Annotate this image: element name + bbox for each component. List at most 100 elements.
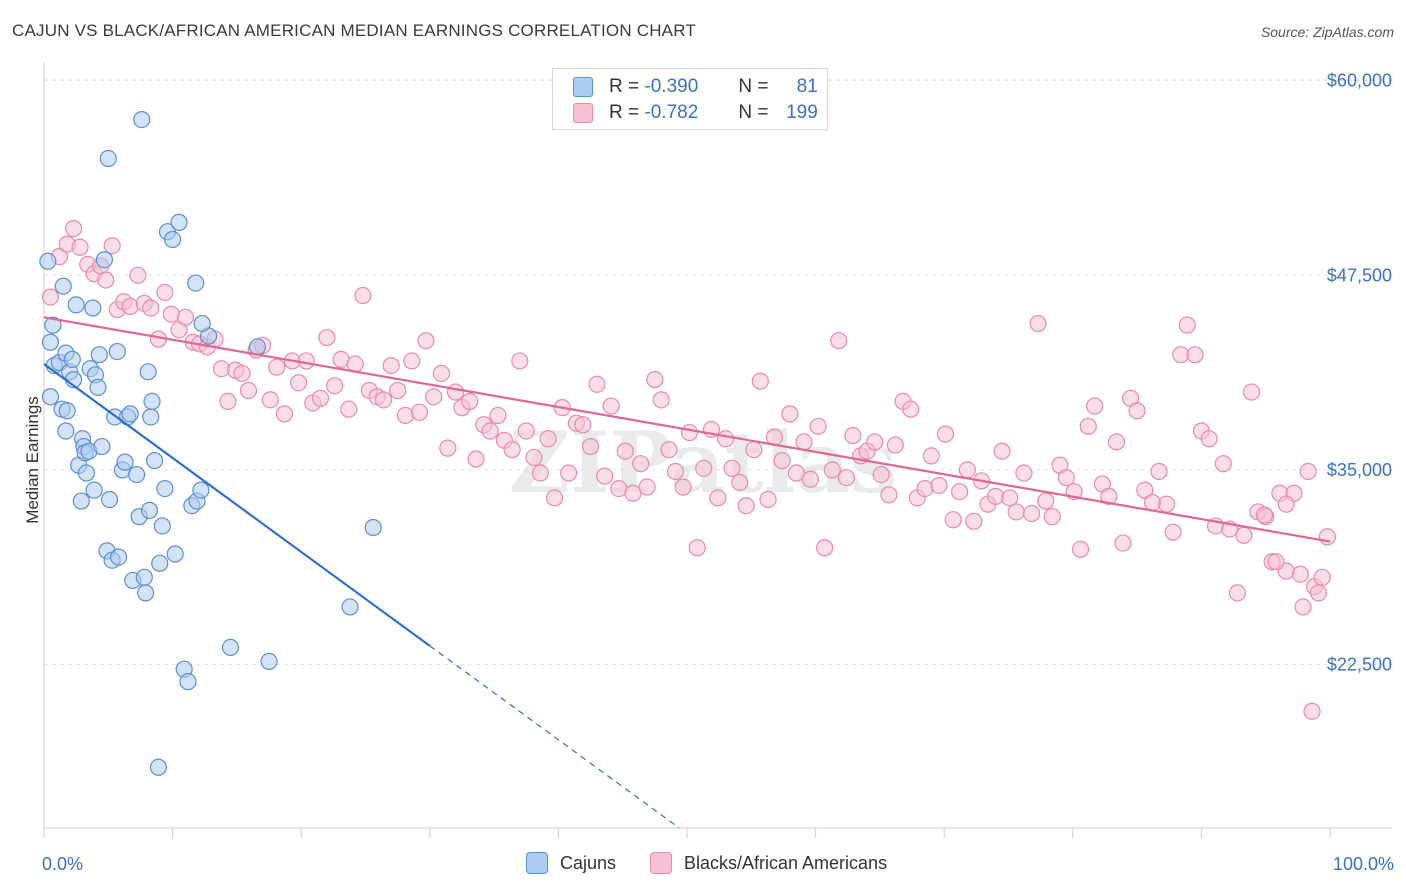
black-point bbox=[129, 266, 147, 284]
black-point bbox=[688, 539, 706, 557]
r-value: -0.390 bbox=[644, 76, 699, 97]
cajun-point bbox=[77, 464, 96, 482]
black-point bbox=[311, 389, 330, 407]
cajun-point bbox=[192, 481, 210, 499]
black-point bbox=[425, 388, 443, 406]
black-point bbox=[1313, 568, 1331, 586]
black-point bbox=[1228, 584, 1247, 602]
cajun-point bbox=[193, 314, 211, 333]
black-point bbox=[1100, 487, 1118, 505]
black-point bbox=[261, 391, 279, 409]
black-point bbox=[781, 405, 799, 423]
cajuns-swatch bbox=[526, 852, 548, 874]
black-point bbox=[461, 392, 479, 411]
cajun-point bbox=[140, 501, 159, 519]
black-point bbox=[1114, 534, 1132, 552]
black-point bbox=[1071, 540, 1090, 558]
black-point bbox=[539, 430, 557, 448]
black-point bbox=[1255, 506, 1274, 524]
black-point bbox=[737, 497, 755, 515]
cajun-point bbox=[72, 492, 90, 510]
black-point bbox=[581, 437, 600, 456]
black-point bbox=[1267, 553, 1285, 571]
black-point bbox=[340, 400, 358, 418]
black-point bbox=[97, 271, 115, 289]
legend-label-black: Blacks/African Americans bbox=[684, 852, 888, 873]
black-point bbox=[574, 416, 592, 434]
black-point bbox=[624, 484, 642, 502]
black-point bbox=[674, 478, 692, 496]
black-point bbox=[809, 417, 827, 435]
cajun-trend-extension bbox=[429, 645, 680, 829]
y-axis-title: Median Earnings bbox=[23, 396, 42, 524]
black-point bbox=[103, 237, 121, 255]
black-point bbox=[275, 405, 294, 423]
black-point bbox=[290, 374, 308, 392]
black-point bbox=[1291, 565, 1310, 583]
black-point bbox=[326, 377, 344, 395]
x-tick-label-max: 100.0% bbox=[1333, 854, 1394, 874]
black-point bbox=[1086, 397, 1104, 415]
black-point bbox=[1235, 526, 1253, 544]
y-tick-label: $22,500 bbox=[1327, 655, 1392, 675]
cajun-point bbox=[41, 388, 60, 406]
black-point bbox=[382, 356, 400, 375]
black-point bbox=[446, 383, 465, 401]
cajun-point bbox=[133, 111, 151, 129]
black-point bbox=[773, 451, 791, 470]
cajun-point bbox=[136, 584, 155, 602]
black-point bbox=[616, 442, 634, 460]
y-tick-label: $60,000 bbox=[1327, 71, 1392, 91]
black-point bbox=[176, 308, 195, 326]
black-point bbox=[1158, 495, 1176, 513]
black-point bbox=[162, 305, 180, 323]
cajun-point bbox=[100, 490, 119, 509]
black-point bbox=[823, 461, 841, 479]
x-tick-label-min: 0.0% bbox=[42, 854, 83, 874]
black-point bbox=[723, 459, 741, 477]
cajun-point bbox=[187, 274, 205, 292]
black-point bbox=[374, 391, 393, 409]
black-swatch bbox=[573, 103, 593, 123]
black-point bbox=[844, 427, 862, 445]
cajun-point bbox=[170, 213, 188, 231]
correlation-legend: R = -0.390 N = 81 R = -0.782 N = 199 bbox=[552, 68, 828, 130]
black-point bbox=[1303, 702, 1321, 720]
black-point bbox=[1023, 504, 1041, 523]
black-point bbox=[1242, 383, 1261, 401]
black-point bbox=[951, 483, 969, 501]
cajun-point bbox=[108, 342, 126, 361]
cajun-point bbox=[90, 346, 108, 364]
black-point bbox=[596, 467, 614, 485]
y-tick-label: $47,500 bbox=[1327, 265, 1392, 285]
black-point bbox=[354, 286, 372, 305]
black-point bbox=[1015, 464, 1033, 482]
black-point bbox=[916, 479, 934, 498]
cajun-point bbox=[54, 277, 72, 295]
cajun-point bbox=[93, 437, 111, 456]
cajun-point bbox=[364, 518, 382, 537]
black-point bbox=[1136, 481, 1154, 499]
trend-lines bbox=[43, 316, 1331, 829]
black-point bbox=[1309, 584, 1328, 602]
black-point bbox=[439, 439, 457, 457]
legend-label-cajuns: Cajuns bbox=[560, 852, 617, 873]
black-point bbox=[417, 332, 435, 350]
legend-row-cajun: R = -0.390 N = 81 bbox=[573, 75, 818, 99]
cajun-point bbox=[109, 548, 128, 566]
cajun-point bbox=[57, 422, 75, 440]
legend-row-black: R = -0.782 N = 199 bbox=[573, 101, 818, 125]
black-point bbox=[1318, 528, 1337, 546]
black-point bbox=[545, 489, 564, 507]
cajun-point bbox=[260, 652, 278, 671]
black-point bbox=[872, 465, 890, 484]
black-point bbox=[219, 392, 237, 411]
black-swatch bbox=[650, 852, 672, 874]
black-point bbox=[1299, 462, 1317, 481]
black-point bbox=[525, 448, 543, 467]
cajun-point bbox=[151, 554, 169, 572]
black-point bbox=[389, 381, 407, 400]
black-point bbox=[396, 406, 414, 425]
black-point bbox=[467, 450, 485, 468]
